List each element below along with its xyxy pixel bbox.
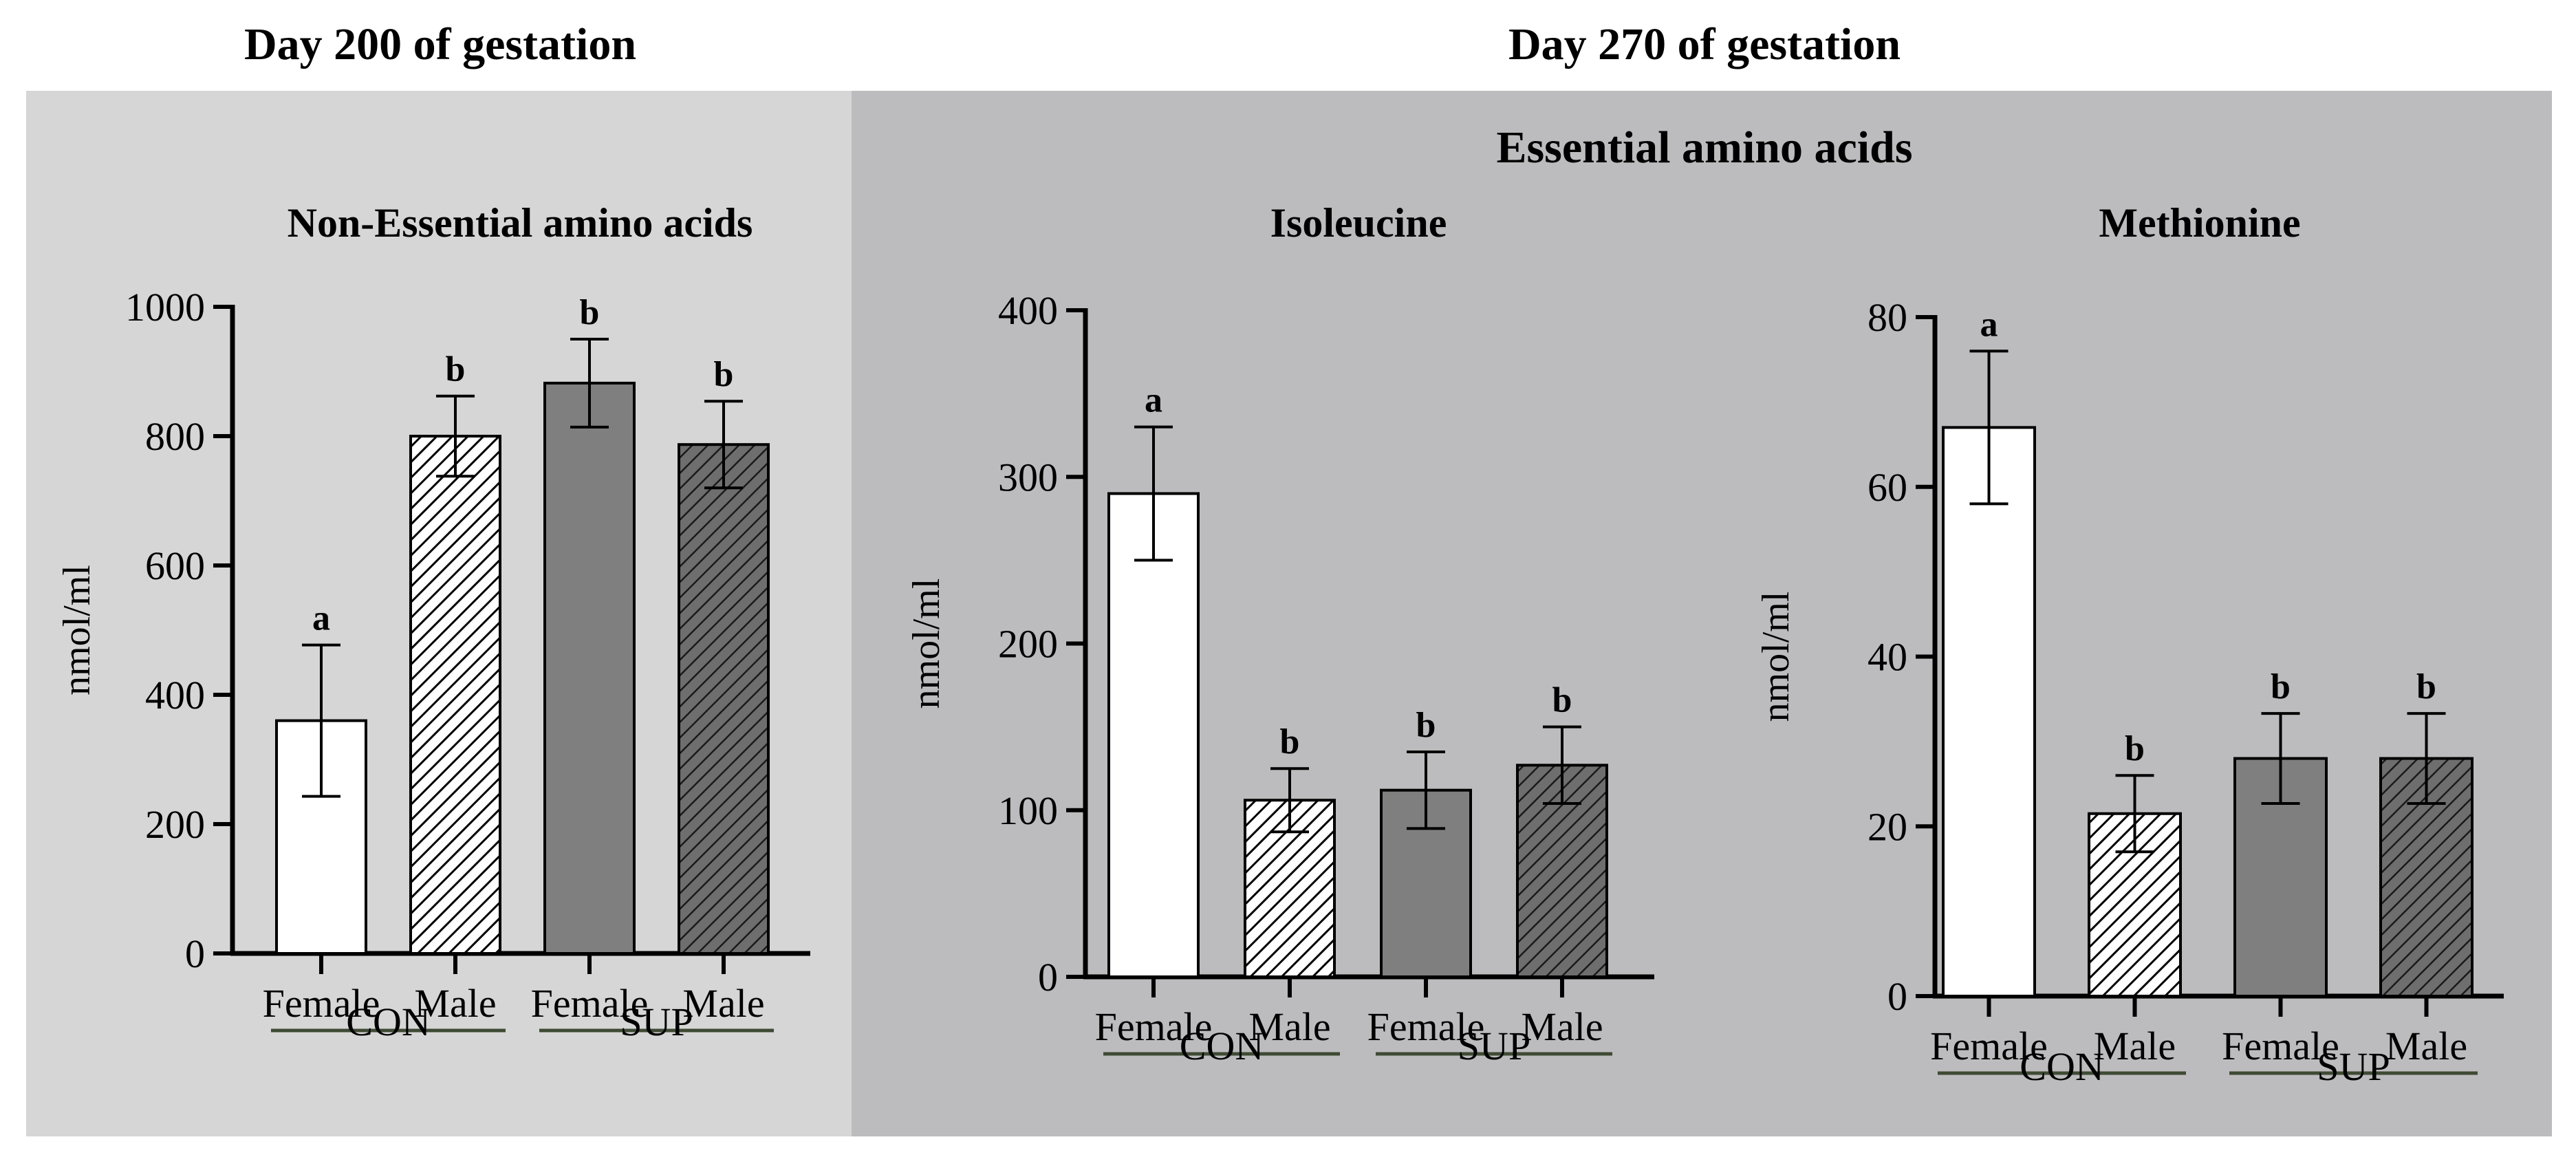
header-day-270: Day 270 of gestation bbox=[1508, 19, 1901, 69]
group-label-sup: SUP bbox=[2317, 1044, 2390, 1089]
x-tick-label: Male bbox=[1521, 1004, 1603, 1049]
y-tick-label: 200 bbox=[145, 802, 205, 847]
x-tick-label: Female bbox=[1095, 1004, 1213, 1049]
bar-con-male bbox=[409, 435, 501, 955]
y-tick-label: 1000 bbox=[125, 285, 205, 330]
y-tick-label: 800 bbox=[145, 414, 205, 459]
group-label-con: CON bbox=[346, 1000, 430, 1044]
chart-title: Methionine bbox=[2099, 200, 2300, 246]
y-tick-label: 300 bbox=[998, 455, 1058, 499]
significance-letter: b bbox=[1416, 706, 1436, 745]
y-tick-label: 200 bbox=[998, 622, 1058, 667]
x-tick-label: Female bbox=[263, 981, 380, 1026]
y-tick-label: 60 bbox=[1868, 465, 1907, 510]
group-label-con: CON bbox=[1180, 1024, 1264, 1068]
y-tick-label: 0 bbox=[1038, 955, 1058, 1000]
significance-letter: a bbox=[1145, 381, 1162, 420]
bar-con-female bbox=[1942, 426, 2036, 997]
significance-letter: a bbox=[312, 599, 330, 638]
group-label-sup: SUP bbox=[620, 1000, 693, 1044]
significance-letter: b bbox=[1280, 722, 1300, 762]
bar-sup-male bbox=[678, 443, 770, 955]
chart-methionine: Methionine nmol/ml 0 20 40 60 80 a Female b Male b F… bbox=[1755, 200, 2504, 1089]
x-tick-label: Male bbox=[2094, 1024, 2176, 1068]
y-tick-label: 40 bbox=[1868, 635, 1907, 680]
y-tick-label: 400 bbox=[998, 288, 1058, 333]
header-day-200: Day 200 of gestation bbox=[244, 19, 636, 69]
header-essential-amino-acids: Essential amino acids bbox=[1496, 122, 1912, 173]
y-tick-label: 20 bbox=[1868, 804, 1907, 849]
chart-isoleucine: Isoleucine nmol/ml 0 100 200 300 400 a Female b Ma… bbox=[905, 200, 1654, 1068]
y-tick-label: 400 bbox=[145, 673, 205, 717]
x-tick-label: Male bbox=[414, 981, 496, 1026]
bar-con-female bbox=[1107, 492, 1200, 978]
group-label-con: CON bbox=[2020, 1044, 2103, 1089]
y-tick-label: 100 bbox=[998, 788, 1058, 833]
significance-letter: b bbox=[2271, 667, 2291, 706]
x-tick-label: Male bbox=[2385, 1024, 2467, 1068]
bar-sup-female bbox=[543, 381, 636, 955]
significance-letter: b bbox=[714, 355, 734, 394]
x-tick-label: Female bbox=[1930, 1024, 2048, 1068]
y-axis-label: nmol/ml bbox=[56, 565, 98, 695]
y-tick-label: 0 bbox=[1887, 974, 1907, 1019]
chart-title: Non-Essential amino acids bbox=[288, 200, 753, 246]
y-axis-label: nmol/ml bbox=[1755, 592, 1797, 722]
significance-letter: b bbox=[446, 350, 466, 389]
x-tick-label: Female bbox=[531, 981, 649, 1026]
significance-letter: b bbox=[2125, 729, 2145, 768]
y-tick-label: 600 bbox=[145, 543, 205, 588]
significance-letter: b bbox=[580, 293, 600, 332]
x-tick-label: Female bbox=[2222, 1024, 2339, 1068]
y-tick-label: 80 bbox=[1868, 295, 1907, 340]
x-tick-label: Male bbox=[682, 981, 764, 1026]
x-tick-label: Female bbox=[1367, 1004, 1485, 1049]
chart-non-essential-amino-acids: Non-Essential amino acids nmol/ml 0 200 400 6… bbox=[56, 200, 810, 1044]
y-axis-label: nmol/ml bbox=[905, 579, 948, 709]
x-tick-label: Male bbox=[1248, 1004, 1330, 1049]
bar-sup-female bbox=[1380, 788, 1472, 979]
significance-letter: a bbox=[1980, 305, 1998, 344]
chart-title: Isoleucine bbox=[1270, 200, 1447, 246]
group-label-sup: SUP bbox=[1458, 1024, 1530, 1068]
significance-letter: b bbox=[1552, 681, 1572, 720]
significance-letter: b bbox=[2416, 667, 2436, 706]
y-tick-label: 0 bbox=[185, 931, 205, 976]
